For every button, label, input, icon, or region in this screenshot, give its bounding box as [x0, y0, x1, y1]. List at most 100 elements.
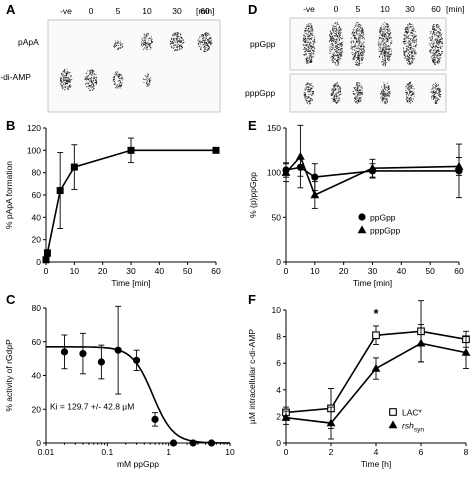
- panel-a-spot-papa-3: [197, 31, 213, 53]
- chart-b-y-label: % pApA formation: [4, 161, 14, 229]
- chart-f-series-1-point-0: [281, 413, 291, 421]
- chart-f-x-tick-label-4: 8: [464, 447, 469, 457]
- chart-f: 0 2 4 6 8 0 2 4 6 8 10 Time [h] µM intracellular c-d…: [247, 300, 471, 469]
- chart-b-series-0-point-5: [212, 146, 220, 154]
- chart-e-legend-label-0: ppGpp: [370, 213, 396, 223]
- chart-f-x-tick-label-0: 0: [284, 447, 289, 457]
- chart-e-x-tick-label-0: 0: [284, 266, 289, 276]
- chart-f-y-tick-label-0: 0: [276, 438, 281, 448]
- chart-e-series-0-point-2: [311, 173, 319, 181]
- chart-f-x-label: Time [h]: [361, 459, 391, 469]
- panel-a-lane-4: 30: [172, 6, 182, 16]
- chart-f-series-1-line: [285, 342, 467, 424]
- panel-a-spot-cdiamp-0: [59, 68, 73, 91]
- chart-c-series-0-point-5: [151, 415, 159, 423]
- chart-b-x-tick-label-4: 40: [155, 266, 165, 276]
- panel-d-spot-pppgpp-5: [430, 82, 442, 105]
- chart-f-y-tick-label-3: 6: [276, 358, 281, 368]
- chart-c-series-0-point-4: [132, 356, 141, 364]
- chart-f-legend-label-0: LAC*: [402, 408, 423, 418]
- chart-e-x-tick-label-5: 50: [425, 266, 435, 276]
- panel-d-spot-pppgpp-3: [379, 82, 391, 105]
- panel-d-spot-ppgpp-3: [377, 21, 393, 67]
- chart-c-series-0-point-6: [169, 439, 178, 447]
- panel-a-lane-1: 0: [89, 6, 94, 16]
- panel-d-lane-2: 5: [356, 4, 361, 14]
- chart-e-y-tick-label-3: 150: [267, 123, 281, 133]
- panel-d-row-pppgpp: pppGpp: [245, 88, 276, 98]
- chart-c-x-tick-label-1: 0.1: [101, 447, 113, 457]
- chart-c-series-0-point-3: [114, 346, 122, 354]
- chart-c-y-label: % activity of rGdpP: [4, 339, 14, 412]
- panel-d-lane-3: 10: [380, 4, 390, 14]
- panel-a-spots: [59, 31, 213, 92]
- panel-a-row-cdiamp: c-di-AMP: [0, 72, 31, 82]
- chart-c-y-tick-label-0: 0: [36, 438, 41, 448]
- chart-b-x-tick-label-1: 10: [70, 266, 80, 276]
- chart-c-x-tick-label-0: 0.01: [38, 447, 55, 457]
- panel-d-lane-4: 30: [405, 4, 415, 14]
- panel-d-lane-0: -ve: [303, 4, 315, 14]
- chart-b-series-0-point-3: [70, 163, 78, 171]
- chart-b-y-tick-label-2: 40: [32, 212, 42, 222]
- chart-c-series-0-point-8: [207, 439, 216, 447]
- panel-a-lane-3: 10: [142, 6, 152, 16]
- panel-a-spot-papa-1: [140, 32, 154, 51]
- chart-f-y-tick-label-2: 4: [276, 385, 281, 395]
- panel-d-unit: [min]: [446, 4, 464, 14]
- panel-d-lane-1: 0: [334, 4, 339, 14]
- chart-b-series-0-point-0: [42, 256, 50, 264]
- chart-c-x-tick-label-2: 1: [166, 447, 171, 457]
- chart-b-series-0-point-1: [43, 249, 51, 257]
- chart-c-fit-curve: [46, 346, 230, 444]
- panel-a-blot: [47, 19, 221, 113]
- chart-f-series-0-point-2: [372, 331, 380, 340]
- chart-e-legend-marker-1: [357, 225, 367, 234]
- panel-d-spot-pppgpp-2: [352, 82, 364, 104]
- panel-d-blot-top: [289, 17, 447, 71]
- chart-b: 0 10 20 30 40 50 60 0 20 40 60 80 100 120 Time [min] % …: [4, 123, 221, 288]
- panel-d-lane-labels: -ve 0 5 10 30 60: [303, 4, 441, 14]
- panel-a-lane-2: 5: [116, 6, 121, 16]
- chart-f-series-1-point-4: [461, 347, 471, 356]
- panel-a-spot-papa-2: [169, 31, 185, 52]
- chart-e-legend-label-1: pppGpp: [370, 226, 401, 236]
- panel-a-lane-5: 60: [200, 6, 210, 16]
- chart-c-series-0-point-1: [79, 349, 87, 358]
- panel-a-lane-labels: -ve 0 5 10 30 60: [60, 6, 210, 16]
- chart-f-x-tick-label-2: 4: [374, 447, 379, 457]
- chart-b-x-tick-label-5: 50: [183, 266, 193, 276]
- panel-a-spot-cdiamp-3: [142, 73, 152, 87]
- chart-c: 0.01 0.1 1 10 0 20 40 60 80 mM ppGpp % activity of…: [4, 303, 235, 469]
- chart-e-x-tick-label-3: 30: [368, 266, 378, 276]
- chart-c-y-tick-label-2: 40: [32, 371, 42, 381]
- chart-f-y-tick-label-1: 2: [276, 411, 281, 421]
- panel-c-label: C: [6, 292, 16, 307]
- chart-b-y-tick-label-3: 60: [32, 190, 42, 200]
- chart-c-x-tick-label-3: 10: [225, 447, 235, 457]
- panel-d-spots: [302, 21, 444, 105]
- chart-e-series-1-point-1: [296, 151, 305, 160]
- chart-e-series-1-point-0: [281, 168, 291, 176]
- panel-d-row-ppgpp: ppGpp: [250, 39, 276, 49]
- chart-c-series-0-point-7: [189, 439, 197, 447]
- chart-e-y-tick-label-0: 0: [276, 257, 281, 267]
- panel-d-spot-pppgpp-4: [405, 81, 415, 104]
- chart-b-x-tick-label-2: 20: [98, 266, 108, 276]
- chart-f-y-tick-label-5: 10: [272, 305, 282, 315]
- chart-c-series-0-point-2: [97, 358, 105, 366]
- chart-f-legend-label-1: rshsyn: [402, 421, 424, 434]
- chart-e-series-1-point-3: [368, 163, 377, 172]
- chart-c-series-0-point-0: [60, 348, 69, 356]
- panel-a-label: A: [6, 2, 16, 17]
- chart-e-series-1-point-4: [454, 161, 464, 170]
- chart-e-x-label: Time [min]: [353, 278, 392, 288]
- panel-a-row-papa: pApA: [18, 37, 39, 47]
- panel-d-spot-ppgpp-2: [350, 21, 366, 67]
- panel-b-label: B: [6, 118, 15, 133]
- chart-b-x-tick-label-0: 0: [44, 266, 49, 276]
- chart-b-series-0-point-2: [56, 187, 64, 195]
- panel-d-spot-pppgpp-0: [303, 82, 315, 105]
- chart-f-y-label: µM intracellular c-di-AMP: [247, 329, 257, 424]
